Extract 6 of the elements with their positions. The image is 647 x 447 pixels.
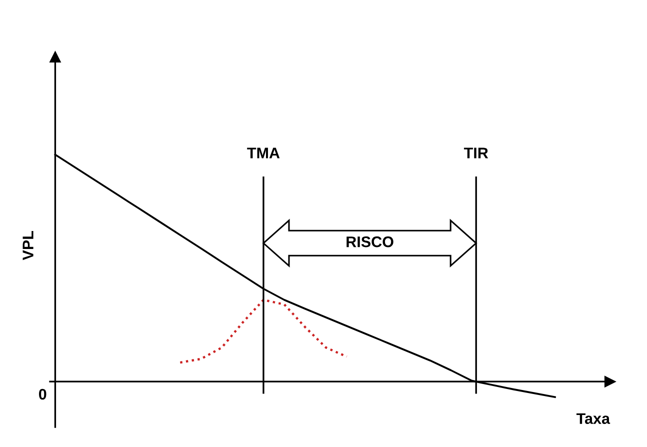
annotation: RISCO	[346, 236, 394, 248]
annotation: 0	[38, 388, 46, 400]
y-axis-title: VPL	[22, 231, 34, 260]
x-axis-title: Taxa	[576, 413, 610, 424]
annotation: TMA	[247, 148, 280, 158]
annotation: TIR	[464, 148, 488, 158]
